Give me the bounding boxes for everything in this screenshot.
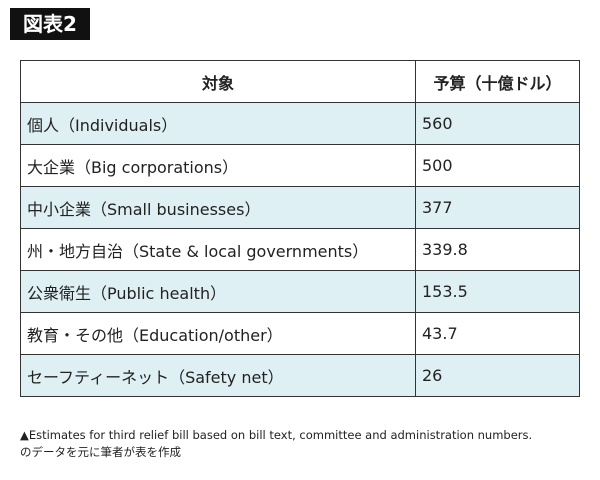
value-cell: 26 [415,354,580,397]
footnote-line: のデータを元に筆者が表を作成 [20,445,181,459]
budget-table: 対象 予算（十億ドル） 個人（Individuals） 560 大企業（Big co… [20,60,580,397]
table-row: セーフティーネット（Safety net） 26 [20,354,580,397]
category-cell: 公衆衛生（Public health） [20,270,416,313]
table-row: 公衆衛生（Public health） 153.5 [20,270,580,313]
value-cell: 500 [415,144,580,187]
table-body: 個人（Individuals） 560 大企業（Big corporations） 5… [20,102,580,397]
value-cell: 560 [415,102,580,145]
category-cell: 中小企業（Small businesses） [20,186,416,229]
header-row: 対象 予算（十億ドル） [20,60,580,103]
footnote-line: ▲Estimates for third relief bill based o… [20,428,533,442]
category-cell: 教育・その他（Education/other） [20,312,416,355]
badge: 図表2 [10,8,90,40]
header-cell: 対象 [20,60,416,103]
header-cell: 予算（十億ドル） [415,60,580,103]
category-cell: セーフティーネット（Safety net） [20,354,416,397]
category-cell: 個人（Individuals） [20,102,416,145]
footnote: ▲Estimates for third relief bill based o… [20,427,532,461]
value-cell: 43.7 [415,312,580,355]
table-row: 個人（Individuals） 560 [20,102,580,145]
category-cell: 大企業（Big corporations） [20,144,416,187]
category-cell: 州・地方自治（State & local governments） [20,228,416,271]
table-row: 州・地方自治（State & local governments） 339.8 [20,228,580,271]
value-cell: 377 [415,186,580,229]
table-row: 教育・その他（Education/other） 43.7 [20,312,580,355]
table-row: 中小企業（Small businesses） 377 [20,186,580,229]
table-row: 大企業（Big corporations） 500 [20,144,580,187]
value-cell: 153.5 [415,270,580,313]
value-cell: 339.8 [415,228,580,271]
